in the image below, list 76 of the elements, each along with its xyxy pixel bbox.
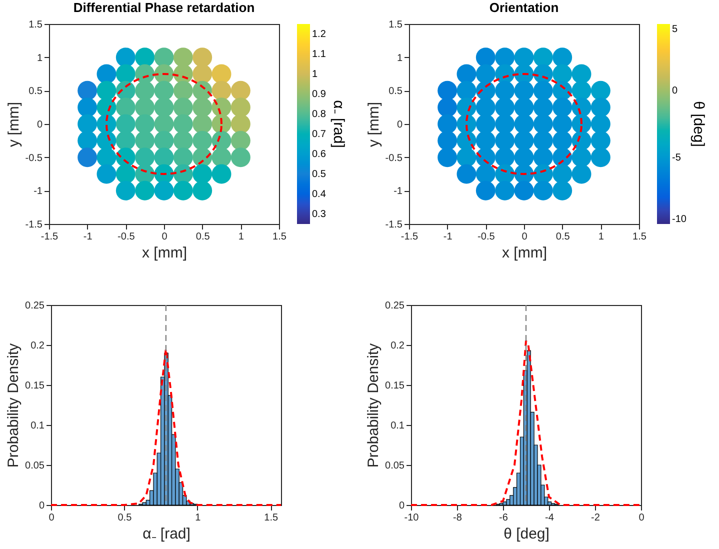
y-tick-label: 0.2 [30, 340, 45, 352]
y-tick-label: 0 [36, 120, 43, 130]
y-tick-label: 1 [36, 52, 43, 64]
y-tick-label: 0.2 [390, 340, 405, 352]
y-tick-label: 0.25 [385, 300, 405, 312]
x-tick-label: -2 [591, 512, 600, 524]
y-tick-label: 0.05 [385, 460, 405, 472]
y-axis-title: y [mm] [5, 102, 22, 147]
x-tick-label: 0 [162, 232, 168, 242]
color-bar-label: 0.6 [312, 149, 326, 160]
x-tick-label: 1 [598, 232, 604, 242]
x-tick-label: 0.5 [118, 512, 132, 524]
color-bar-label: 0 [672, 86, 678, 97]
y-tick-label: 1.5 [388, 20, 403, 30]
x-tick-label: 0 [48, 512, 55, 524]
color-bar-label: 1.2 [312, 29, 326, 40]
y-tick-label: -0.5 [25, 152, 43, 164]
y-tick-label: 0.1 [390, 420, 405, 432]
y-tick-label: 1.5 [28, 20, 43, 30]
color-bar-label: 1 [312, 69, 318, 80]
line-series [50, 348, 282, 506]
y-tick-label: -0.5 [385, 152, 403, 164]
x-tick-label: -0.5 [478, 232, 496, 242]
y-tick-label: 0.15 [25, 380, 45, 392]
color-bar-label: 0.9 [312, 89, 326, 100]
x-tick-label: -10 [404, 512, 420, 524]
y-tick-label: 0.05 [25, 460, 45, 472]
color-bar-title: θ [deg] [690, 101, 707, 147]
x-axis-title: x [mm] [142, 244, 187, 262]
color-bar-label: 1.1 [312, 49, 326, 60]
x-axis-title: x [mm] [502, 244, 547, 262]
y-tick-label: 0 [396, 120, 403, 130]
x-tick-label: -1 [83, 232, 93, 242]
x-axis-title: θ [deg] [504, 526, 550, 542]
x-tick-label: 0.5 [556, 232, 570, 242]
x-tick-label: 1.5 [264, 512, 278, 524]
color-bar-title: α₋ [rad] [330, 100, 347, 148]
y-tick-label: -1 [394, 186, 403, 198]
x-tick-label: 0.5 [196, 232, 210, 242]
y-tick-label: -1.5 [25, 220, 43, 230]
x-tick-label: -8 [453, 512, 462, 524]
y-tick-label: -1 [34, 186, 43, 198]
x-tick-label: 1 [195, 512, 202, 524]
y-tick-label: 0.15 [385, 380, 405, 392]
x-tick-label: 0 [638, 512, 645, 524]
y-tick-label: 1 [396, 52, 403, 64]
color-bar-label: 5 [672, 24, 678, 35]
y-tick-label: 0 [398, 500, 405, 512]
y-tick-label: -1.5 [385, 220, 403, 230]
color-bar-label: -5 [672, 152, 682, 164]
y-tick-label: 0.5 [388, 86, 403, 98]
x-tick-label: 1 [238, 232, 244, 242]
y-tick-label: 0.5 [28, 86, 43, 98]
color-bar-label: 0.3 [312, 209, 326, 220]
x-tick-label: -0.5 [118, 232, 136, 242]
y-axis-title: Probability Density [365, 342, 382, 468]
color-bar-label: -10 [672, 214, 687, 225]
color-bar-label: 0.7 [312, 129, 326, 140]
x-tick-label: 1.5 [272, 232, 287, 242]
x-tick-label: -6 [499, 512, 508, 524]
y-axis-title: Probability Density [5, 342, 22, 468]
x-tick-label: 0 [522, 232, 528, 242]
color-bar-label: 0.8 [312, 109, 326, 120]
color-bar-label: 0.4 [312, 189, 326, 200]
y-tick-label: 0 [38, 500, 45, 512]
chart-title: Orientation [489, 0, 559, 15]
y-tick-label: 0.1 [30, 420, 45, 432]
x-tick-label: 1.5 [632, 232, 647, 242]
line-series [410, 340, 642, 506]
y-tick-label: 0.25 [25, 300, 45, 312]
chart-title: Differential Phase retardation [73, 0, 255, 15]
y-axis-title: y [mm] [365, 102, 382, 147]
x-axis-title: α₋ [rad] [142, 526, 190, 542]
color-bar-label: 0.5 [312, 169, 326, 180]
x-tick-label: -4 [545, 512, 554, 524]
x-tick-label: -1 [443, 232, 453, 242]
